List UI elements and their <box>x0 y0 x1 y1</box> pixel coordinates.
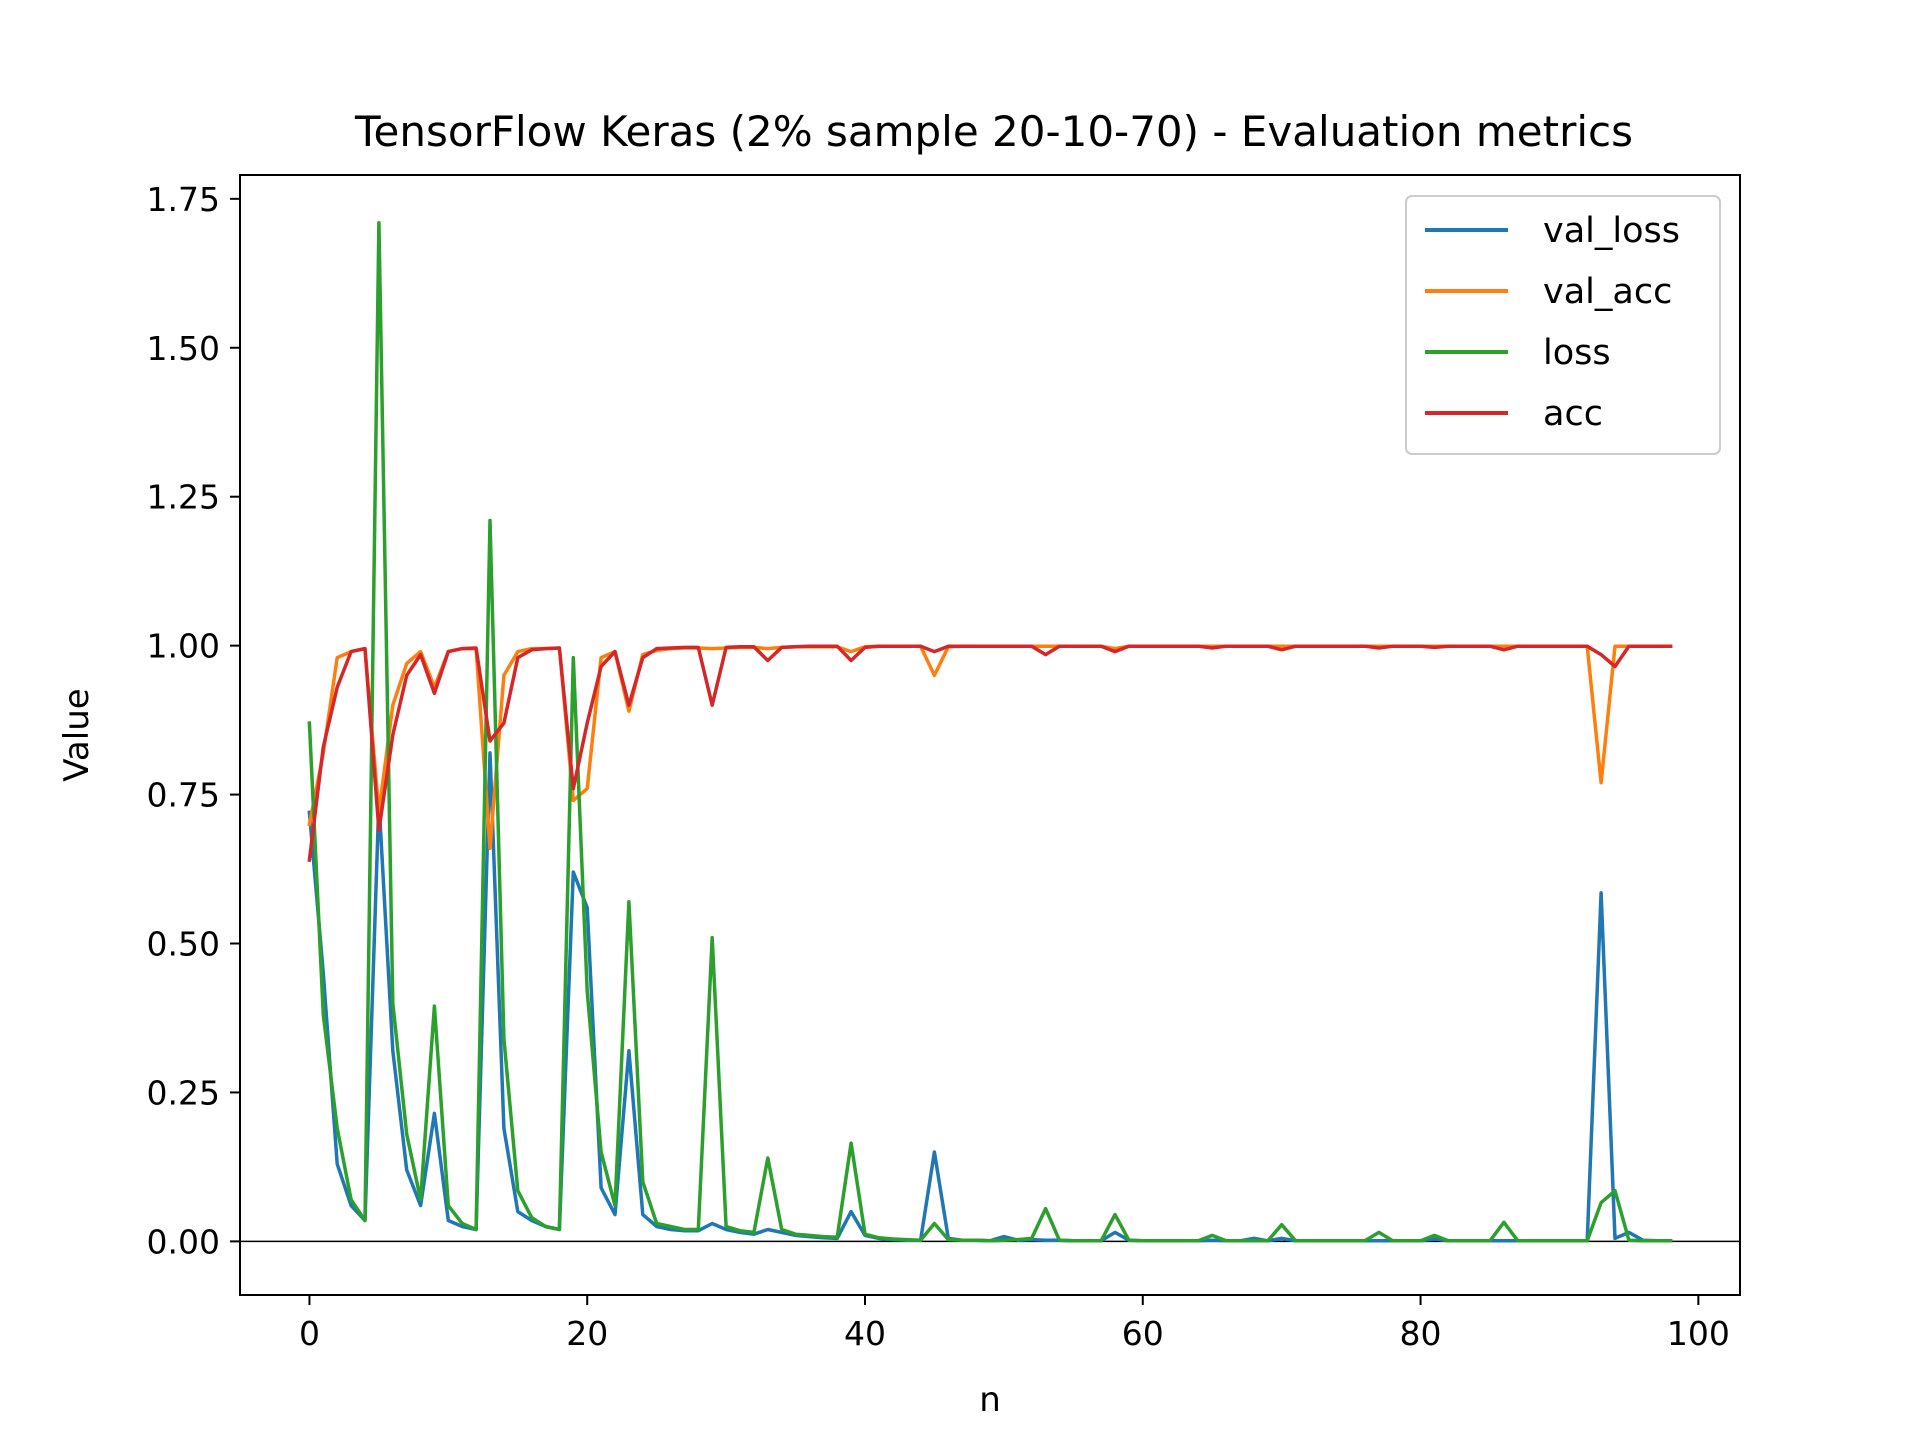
y-axis-label: Value <box>57 688 97 781</box>
y-tick-label: 0.25 <box>147 1073 220 1112</box>
legend-label-acc: acc <box>1543 394 1603 434</box>
series-line-acc <box>307 644 1673 863</box>
y-tick-label: 1.75 <box>147 180 220 219</box>
x-tick-label: 20 <box>566 1314 608 1353</box>
legend-frame <box>1405 195 1721 455</box>
x-axis: 0 20 40 60 80 100 <box>299 1295 1730 1353</box>
chart-title: TensorFlow Keras (2% sample 20-10-70) - … <box>354 107 1633 156</box>
x-tick-label: 0 <box>299 1314 320 1353</box>
y-tick-label: 1.50 <box>147 329 220 368</box>
y-tick-label: 0.50 <box>147 925 220 964</box>
x-tick-label: 40 <box>844 1314 886 1353</box>
series-group <box>307 220 1673 1243</box>
series-line-loss <box>307 220 1673 1243</box>
x-tick-label: 80 <box>1400 1314 1442 1353</box>
legend-label-loss: loss <box>1543 333 1611 373</box>
y-axis: 0.00 0.25 0.50 0.75 1.00 1.25 1.50 1.75 <box>147 180 240 1261</box>
legend-label-val-loss: val_loss <box>1543 211 1680 251</box>
plot-frame <box>239 174 1741 1296</box>
x-tick-label: 60 <box>1122 1314 1164 1353</box>
y-tick-label: 1.25 <box>147 478 220 517</box>
legend-label-val-acc: val_acc <box>1543 272 1672 312</box>
y-tick-label: 0.75 <box>147 776 220 815</box>
x-axis-label: n <box>979 1380 1001 1420</box>
x-tick-label: 100 <box>1667 1314 1730 1353</box>
y-tick-label: 0.00 <box>147 1222 220 1261</box>
y-tick-label: 1.00 <box>147 627 220 666</box>
